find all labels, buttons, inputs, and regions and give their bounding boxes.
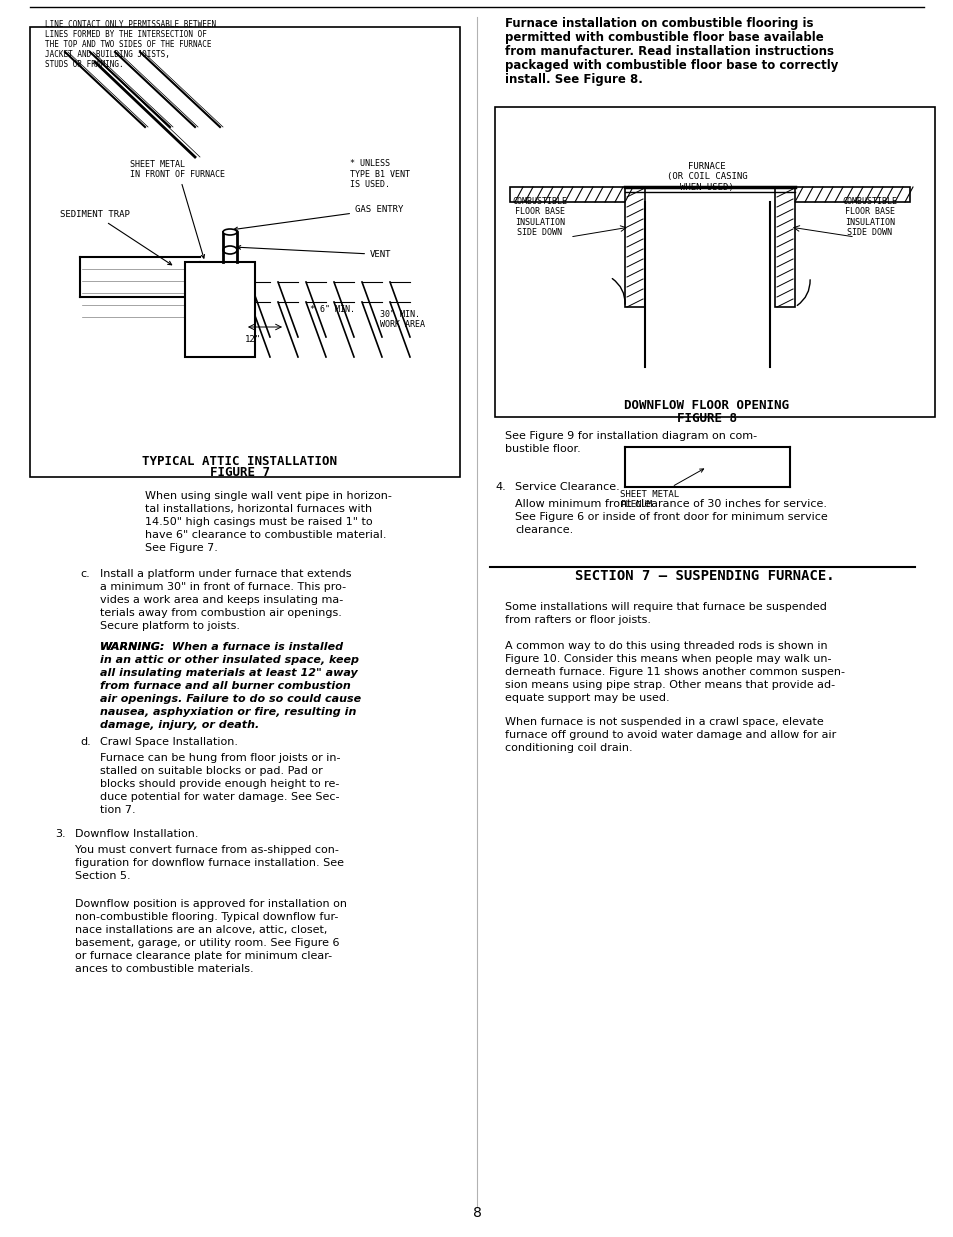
Text: 8: 8 bbox=[472, 1206, 481, 1220]
Text: clearance.: clearance. bbox=[515, 524, 573, 534]
Text: from rafters or floor joists.: from rafters or floor joists. bbox=[504, 615, 650, 625]
Text: Section 5.: Section 5. bbox=[75, 871, 131, 881]
Bar bbox=[789, 187, 909, 202]
Text: a minimum 30" in front of furnace. This pro-: a minimum 30" in front of furnace. This … bbox=[100, 581, 346, 593]
Text: SEDIMENT TRAP: SEDIMENT TRAP bbox=[60, 210, 172, 265]
Text: install. See Figure 8.: install. See Figure 8. bbox=[504, 73, 642, 87]
Text: See Figure 6 or inside of front door for minimum service: See Figure 6 or inside of front door for… bbox=[515, 512, 827, 522]
Text: from manufacturer. Read installation instructions: from manufacturer. Read installation ins… bbox=[504, 45, 833, 58]
Text: Figure 10. Consider this means when people may walk un-: Figure 10. Consider this means when peop… bbox=[504, 654, 831, 664]
Text: c.: c. bbox=[80, 569, 90, 579]
Text: TYPICAL ATTIC INSTALLATION: TYPICAL ATTIC INSTALLATION bbox=[142, 455, 337, 468]
Ellipse shape bbox=[223, 246, 236, 254]
Ellipse shape bbox=[223, 229, 236, 235]
Text: tion 7.: tion 7. bbox=[100, 805, 135, 815]
Text: packaged with combustible floor base to correctly: packaged with combustible floor base to … bbox=[504, 59, 838, 72]
Text: FIGURE 8: FIGURE 8 bbox=[677, 412, 737, 426]
Text: Service Clearance.: Service Clearance. bbox=[515, 482, 619, 492]
Text: vides a work area and keeps insulating ma-: vides a work area and keeps insulating m… bbox=[100, 595, 343, 605]
Text: See Figure 9 for installation diagram on com-: See Figure 9 for installation diagram on… bbox=[504, 430, 757, 442]
Bar bbox=[190, 306, 208, 320]
Text: SECTION 7 — SUSPENDING FURNACE.: SECTION 7 — SUSPENDING FURNACE. bbox=[575, 569, 834, 583]
Text: Some installations will require that furnace be suspended: Some installations will require that fur… bbox=[504, 602, 826, 612]
Text: blocks should provide enough height to re-: blocks should provide enough height to r… bbox=[100, 779, 339, 789]
Text: Secure platform to joists.: Secure platform to joists. bbox=[100, 621, 240, 631]
Text: LINE CONTACT ONLY PERMISSABLE BETWEEN: LINE CONTACT ONLY PERMISSABLE BETWEEN bbox=[45, 20, 216, 28]
Text: conditioning coil drain.: conditioning coil drain. bbox=[504, 743, 632, 753]
Text: derneath furnace. Figure 11 shows another common suspen-: derneath furnace. Figure 11 shows anothe… bbox=[504, 667, 844, 677]
Text: When furnace is not suspended in a crawl space, elevate: When furnace is not suspended in a crawl… bbox=[504, 717, 822, 727]
Text: 30" MIN.
WORK AREA: 30" MIN. WORK AREA bbox=[379, 309, 424, 329]
Text: FIGURE 7: FIGURE 7 bbox=[210, 466, 270, 479]
Text: tal installations, horizontal furnaces with: tal installations, horizontal furnaces w… bbox=[145, 503, 372, 515]
Text: Downflow position is approved for installation on: Downflow position is approved for instal… bbox=[75, 899, 347, 909]
Text: air openings. Failure to do so could cause: air openings. Failure to do so could cau… bbox=[100, 694, 361, 704]
Text: Install a platform under furnace that extends: Install a platform under furnace that ex… bbox=[100, 569, 351, 579]
Text: 14.50" high casings must be raised 1" to: 14.50" high casings must be raised 1" to bbox=[145, 517, 373, 527]
Text: STUDS OR FRAMING.: STUDS OR FRAMING. bbox=[45, 61, 124, 69]
Text: Allow minimum front clearance of 30 inches for service.: Allow minimum front clearance of 30 inch… bbox=[515, 499, 826, 508]
Text: in an attic or other insulated space, keep: in an attic or other insulated space, ke… bbox=[100, 656, 358, 666]
Text: permitted with combustible floor base available: permitted with combustible floor base av… bbox=[504, 31, 822, 45]
Bar bbox=[185, 262, 254, 357]
Text: terials away from combustion air openings.: terials away from combustion air opening… bbox=[100, 609, 341, 618]
Text: nausea, asphyxiation or fire, resulting in: nausea, asphyxiation or fire, resulting … bbox=[100, 708, 356, 717]
Text: duce potential for water damage. See Sec-: duce potential for water damage. See Sec… bbox=[100, 792, 339, 802]
Text: from furnace and all burner combustion: from furnace and all burner combustion bbox=[100, 682, 351, 691]
Text: 4.: 4. bbox=[495, 482, 505, 492]
Text: stalled on suitable blocks or pad. Pad or: stalled on suitable blocks or pad. Pad o… bbox=[100, 766, 322, 776]
Text: figuration for downflow furnace installation. See: figuration for downflow furnace installa… bbox=[75, 858, 344, 868]
Text: WARNING:: WARNING: bbox=[100, 642, 165, 652]
Text: When a furnace is installed: When a furnace is installed bbox=[168, 642, 343, 652]
Bar bbox=[495, 106, 934, 417]
Bar bbox=[510, 187, 629, 202]
Text: bustible floor.: bustible floor. bbox=[504, 444, 580, 454]
Text: JACKET AND BUILDING JOISTS,: JACKET AND BUILDING JOISTS, bbox=[45, 49, 170, 59]
Bar bbox=[190, 285, 208, 298]
Text: SHEET METAL
PLENUM: SHEET METAL PLENUM bbox=[619, 469, 703, 508]
Text: non-combustible flooring. Typical downflow fur-: non-combustible flooring. Typical downfl… bbox=[75, 912, 338, 922]
Text: Furnace installation on combustible flooring is: Furnace installation on combustible floo… bbox=[504, 17, 813, 30]
Text: 3.: 3. bbox=[55, 829, 66, 839]
Text: You must convert furnace from as-shipped con-: You must convert furnace from as-shipped… bbox=[75, 845, 338, 855]
Text: SHEET METAL
IN FRONT OF FURNACE: SHEET METAL IN FRONT OF FURNACE bbox=[130, 160, 225, 259]
Bar bbox=[190, 328, 208, 341]
Text: damage, injury, or death.: damage, injury, or death. bbox=[100, 720, 259, 730]
Text: * UNLESS
TYPE B1 VENT
IS USED.: * UNLESS TYPE B1 VENT IS USED. bbox=[350, 160, 410, 189]
Text: or furnace clearance plate for minimum clear-: or furnace clearance plate for minimum c… bbox=[75, 951, 332, 961]
Text: 12": 12" bbox=[245, 335, 261, 344]
Text: DOWNFLOW FLOOR OPENING: DOWNFLOW FLOOR OPENING bbox=[624, 400, 789, 412]
Text: Crawl Space Installation.: Crawl Space Installation. bbox=[100, 737, 237, 747]
Text: nace installations are an alcove, attic, closet,: nace installations are an alcove, attic,… bbox=[75, 925, 327, 935]
Text: d.: d. bbox=[80, 737, 91, 747]
Text: When using single wall vent pipe in horizon-: When using single wall vent pipe in hori… bbox=[145, 491, 392, 501]
Text: sion means using pipe strap. Other means that provide ad-: sion means using pipe strap. Other means… bbox=[504, 680, 834, 690]
Text: COMBUSTIBLE
FLOOR BASE
INSULATION
SIDE DOWN: COMBUSTIBLE FLOOR BASE INSULATION SIDE D… bbox=[512, 197, 567, 238]
Text: have 6" clearance to combustible material.: have 6" clearance to combustible materia… bbox=[145, 529, 386, 541]
Text: VENT: VENT bbox=[236, 246, 391, 259]
Text: FURNACE
(OR COIL CASING
WHEN USED): FURNACE (OR COIL CASING WHEN USED) bbox=[666, 162, 746, 192]
Text: all insulating materials at least 12" away: all insulating materials at least 12" aw… bbox=[100, 668, 357, 678]
Bar bbox=[774, 187, 794, 307]
Text: equate support may be used.: equate support may be used. bbox=[504, 693, 669, 703]
Text: See Figure 7.: See Figure 7. bbox=[145, 543, 217, 553]
Text: basement, garage, or utility room. See Figure 6: basement, garage, or utility room. See F… bbox=[75, 938, 339, 948]
Text: LINES FORMED BY THE INTERSECTION OF: LINES FORMED BY THE INTERSECTION OF bbox=[45, 30, 207, 40]
Text: Downflow Installation.: Downflow Installation. bbox=[75, 829, 198, 839]
Text: * 6" MIN.: * 6" MIN. bbox=[310, 306, 355, 314]
Text: ances to combustible materials.: ances to combustible materials. bbox=[75, 964, 253, 974]
Bar bbox=[624, 187, 644, 307]
Text: Furnace can be hung from floor joists or in-: Furnace can be hung from floor joists or… bbox=[100, 753, 340, 763]
Text: GAS ENTRY: GAS ENTRY bbox=[233, 205, 403, 231]
Text: A common way to do this using threaded rods is shown in: A common way to do this using threaded r… bbox=[504, 641, 827, 651]
Text: furnace off ground to avoid water damage and allow for air: furnace off ground to avoid water damage… bbox=[504, 730, 836, 740]
Text: WARNING:: WARNING: bbox=[100, 642, 165, 652]
Bar bbox=[30, 27, 459, 477]
Text: THE TOP AND TWO SIDES OF THE FURNACE: THE TOP AND TWO SIDES OF THE FURNACE bbox=[45, 40, 212, 49]
Text: COMBUSTIBLE
FLOOR BASE
INSULATION
SIDE DOWN: COMBUSTIBLE FLOOR BASE INSULATION SIDE D… bbox=[841, 197, 897, 238]
